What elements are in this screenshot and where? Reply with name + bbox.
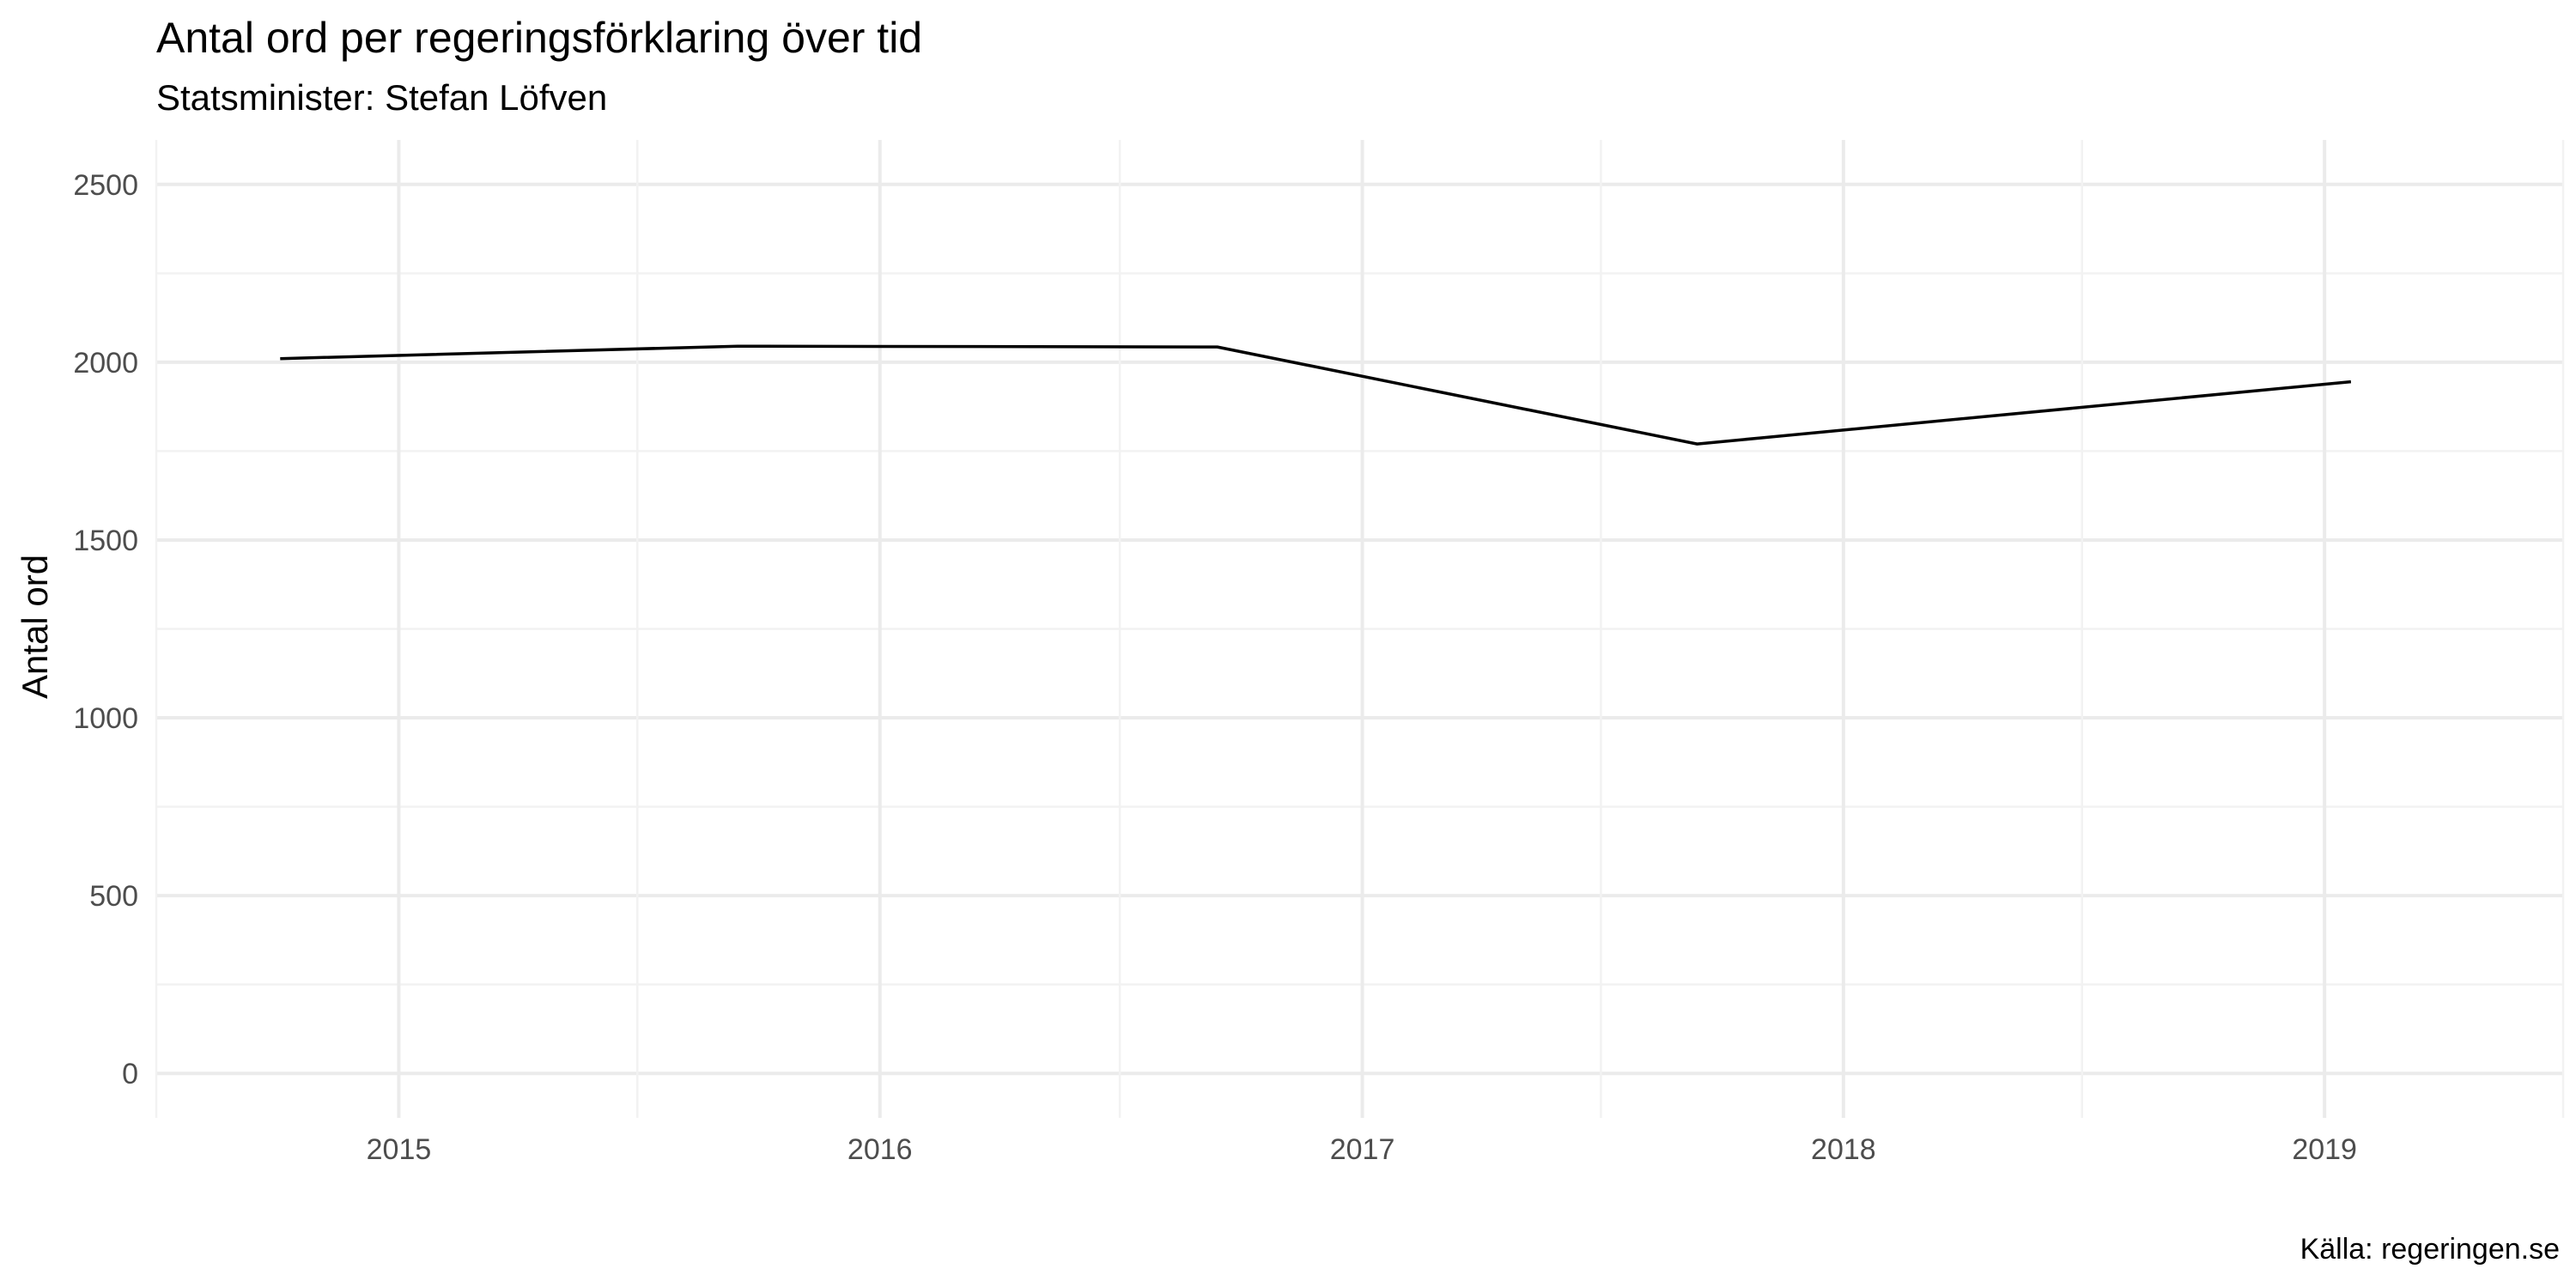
series-lines [280, 344, 2352, 446]
chart-caption: Källa: regeringen.se [2300, 1233, 2560, 1266]
y-tick-label: 2000 [73, 347, 138, 379]
y-tick-label: 1500 [73, 525, 138, 557]
x-axis-ticks: 2015 2016 2017 2018 2019 [367, 1133, 2357, 1166]
chart-title: Antal ord per regeringsförklaring över t… [156, 14, 922, 62]
series-line [280, 344, 2352, 446]
y-tick-label: 2500 [73, 169, 138, 202]
x-tick-label: 2015 [367, 1133, 432, 1166]
x-tick-label: 2018 [1811, 1133, 1876, 1166]
y-tick-label: 0 [122, 1058, 138, 1090]
x-tick-label: 2019 [2292, 1133, 2357, 1166]
y-axis-label: Antal ord [15, 555, 55, 699]
chart-subtitle: Statsminister: Stefan Löfven [156, 77, 607, 118]
y-tick-label: 500 [89, 880, 138, 913]
y-tick-label: 1000 [73, 702, 138, 735]
x-tick-label: 2016 [848, 1133, 913, 1166]
y-axis-ticks: 0 500 1000 1500 2000 2500 [73, 169, 138, 1090]
gridlines [155, 140, 2565, 1118]
x-tick-label: 2017 [1330, 1133, 1395, 1166]
